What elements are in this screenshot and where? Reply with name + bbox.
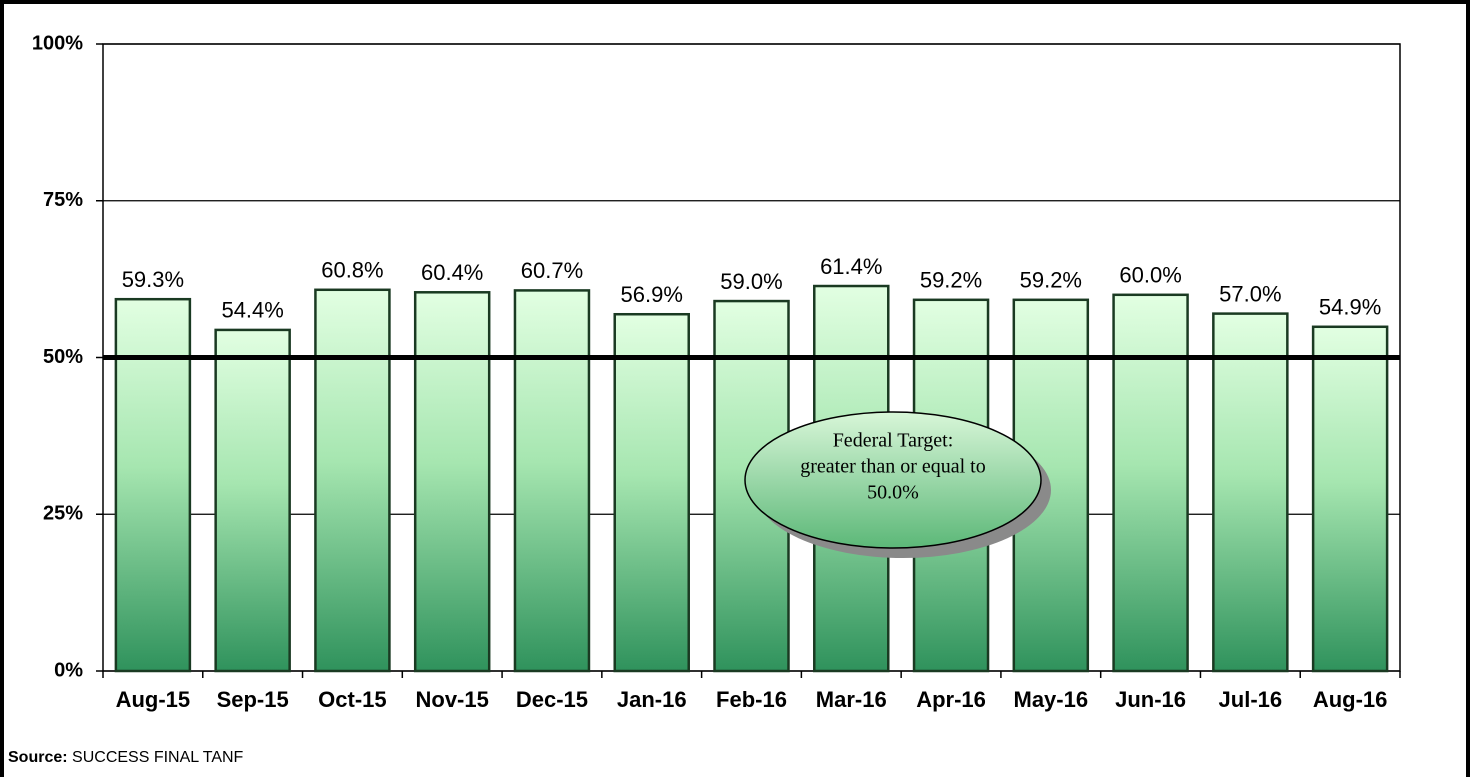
value-label: 54.9% xyxy=(1319,295,1381,320)
source-text: SUCCESS FINAL TANF xyxy=(72,749,244,766)
bar xyxy=(214,328,291,673)
value-label: 60.0% xyxy=(1119,263,1181,288)
bar xyxy=(1311,325,1389,673)
bar xyxy=(1212,312,1289,673)
value-label: 60.4% xyxy=(421,260,483,285)
x-tick-label: Aug-15 xyxy=(116,687,191,712)
value-label: 59.3% xyxy=(122,267,184,292)
annotation-text: Federal Target: xyxy=(833,430,954,452)
x-tick-label: Apr-16 xyxy=(916,687,986,712)
y-tick-label: 25% xyxy=(43,503,83,525)
y-tick-label: 75% xyxy=(43,189,83,211)
x-tick-label: Nov-15 xyxy=(416,687,489,712)
bar xyxy=(513,289,591,673)
annotation-bubble xyxy=(744,411,1042,549)
x-tick-label: Jun-16 xyxy=(1115,687,1186,712)
bar xyxy=(613,312,690,673)
x-tick-label: Sep-15 xyxy=(217,687,289,712)
value-label: 60.7% xyxy=(521,258,583,283)
value-label: 57.0% xyxy=(1219,281,1281,306)
annotation-text: greater than or equal to xyxy=(800,456,985,478)
value-label: 60.8% xyxy=(321,258,383,283)
x-tick-label: Aug-16 xyxy=(1313,687,1388,712)
value-label: 59.0% xyxy=(720,269,782,294)
bar xyxy=(114,297,192,673)
bar xyxy=(1112,293,1189,673)
source: Source: SUCCESS FINAL TANF xyxy=(8,749,244,766)
x-tick-label: Jan-16 xyxy=(617,687,687,712)
x-tick-label: Feb-16 xyxy=(716,687,787,712)
y-tick-label: 50% xyxy=(43,346,83,368)
x-tick-label: Mar-16 xyxy=(816,687,887,712)
annotation-text: 50.0% xyxy=(867,482,919,504)
x-tick-label: Dec-15 xyxy=(516,687,588,712)
value-label: 59.2% xyxy=(920,268,982,293)
value-label: 56.9% xyxy=(621,282,683,307)
source-label: Source: xyxy=(8,749,68,766)
value-label: 54.4% xyxy=(221,298,283,323)
value-label: 61.4% xyxy=(820,254,882,279)
y-tick-label: 0% xyxy=(54,659,83,681)
x-tick-label: Oct-15 xyxy=(318,687,386,712)
bar xyxy=(413,291,491,673)
bar xyxy=(314,288,391,673)
value-label: 59.2% xyxy=(1020,268,1082,293)
x-tick-label: Jul-16 xyxy=(1219,687,1283,712)
x-tick-label: May-16 xyxy=(1014,687,1089,712)
y-tick-label: 100% xyxy=(32,32,83,54)
